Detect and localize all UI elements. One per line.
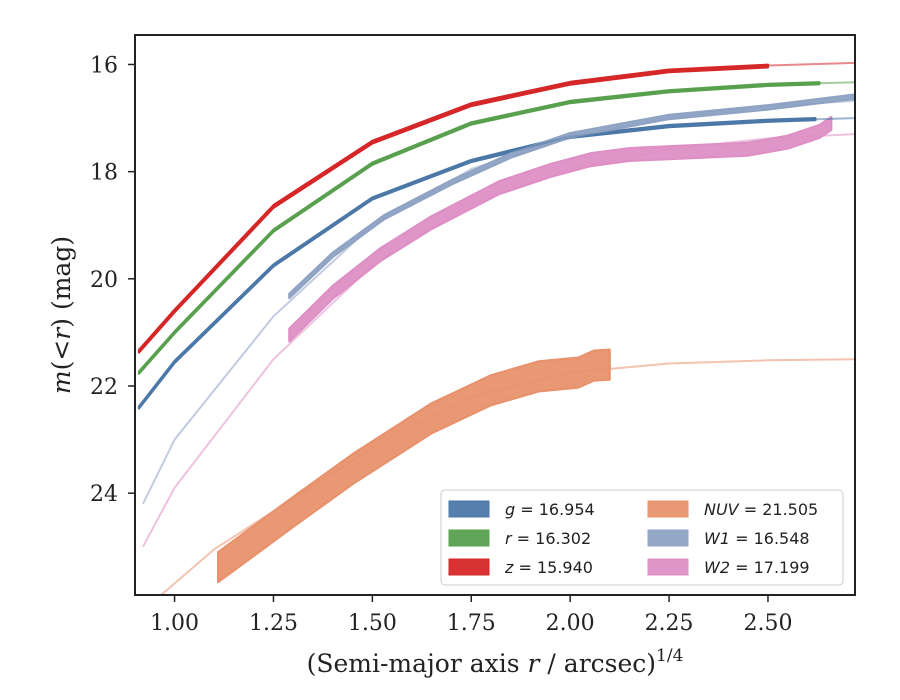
legend-swatch-z xyxy=(448,558,490,576)
x-axis-label-var: r xyxy=(528,649,542,678)
legend-swatch-w2 xyxy=(647,558,689,576)
legend-swatch-r xyxy=(448,529,490,547)
axis-ticks: 1.00 1.25 1.50 1.75 2.00 2.25 2.50 16 18 20 22 24 xyxy=(90,53,792,636)
x-tick-label: 1.00 xyxy=(150,611,199,636)
legend-label-g: g = 16.954 xyxy=(505,500,595,519)
legend: g = 16.954 r = 16.302 z = 15.940 NUV = 21.5… xyxy=(440,489,844,586)
legend-swatch-nuv xyxy=(647,500,689,518)
model-curve-nuv xyxy=(159,358,855,595)
y-axis-label-unit: (mag) xyxy=(47,236,76,318)
x-tick-label: 2.00 xyxy=(546,611,595,636)
y-axis-label-paren: (< xyxy=(47,340,76,371)
y-axis-label-var: m xyxy=(47,370,76,394)
legend-label-z: z = 15.940 xyxy=(504,558,593,577)
legend-label-w1: W1 = 16.548 xyxy=(704,529,810,548)
y-axis-label-close: ) xyxy=(47,318,76,328)
x-axis-label-sup: 1/4 xyxy=(656,646,683,666)
model-curve-z xyxy=(138,61,855,352)
x-tick-label: 1.50 xyxy=(348,611,397,636)
x-tick-label: 2.25 xyxy=(645,611,694,636)
legend-box xyxy=(440,489,844,586)
measured-band-r xyxy=(137,81,821,375)
x-axis-label-after: / arcsec) xyxy=(539,649,656,678)
x-tick-label: 2.50 xyxy=(743,611,792,636)
y-tick-label: 16 xyxy=(90,53,118,78)
model-curve-g xyxy=(138,117,855,409)
model-curves xyxy=(138,61,855,595)
measured-band-w2 xyxy=(288,115,833,343)
x-axis-label: (Semi-major axis r / arcsec)1/4 xyxy=(307,646,684,678)
y-tick-label: 20 xyxy=(90,268,118,293)
y-axis-label: m(<r) (mag) xyxy=(47,236,76,394)
y-axis-label-var2: r xyxy=(47,326,76,340)
y-tick-label: 18 xyxy=(90,161,118,186)
x-tick-label: 1.25 xyxy=(249,611,298,636)
plot-frame xyxy=(134,34,856,596)
model-curve-w1 xyxy=(142,99,855,505)
x-tick-label: 1.75 xyxy=(447,611,496,636)
x-axis-label-before: (Semi-major axis xyxy=(307,649,528,678)
legend-label-w2: W2 = 17.199 xyxy=(704,558,810,577)
legend-label-r: r = 16.302 xyxy=(505,529,591,548)
y-tick-label: 22 xyxy=(90,375,118,400)
legend-swatch-g xyxy=(448,500,490,518)
legend-swatch-w1 xyxy=(647,529,689,547)
y-tick-label: 24 xyxy=(90,482,118,507)
legend-label-nuv: NUV = 21.505 xyxy=(704,500,818,519)
model-curve-w2 xyxy=(142,133,855,548)
model-curve-r xyxy=(138,81,855,374)
